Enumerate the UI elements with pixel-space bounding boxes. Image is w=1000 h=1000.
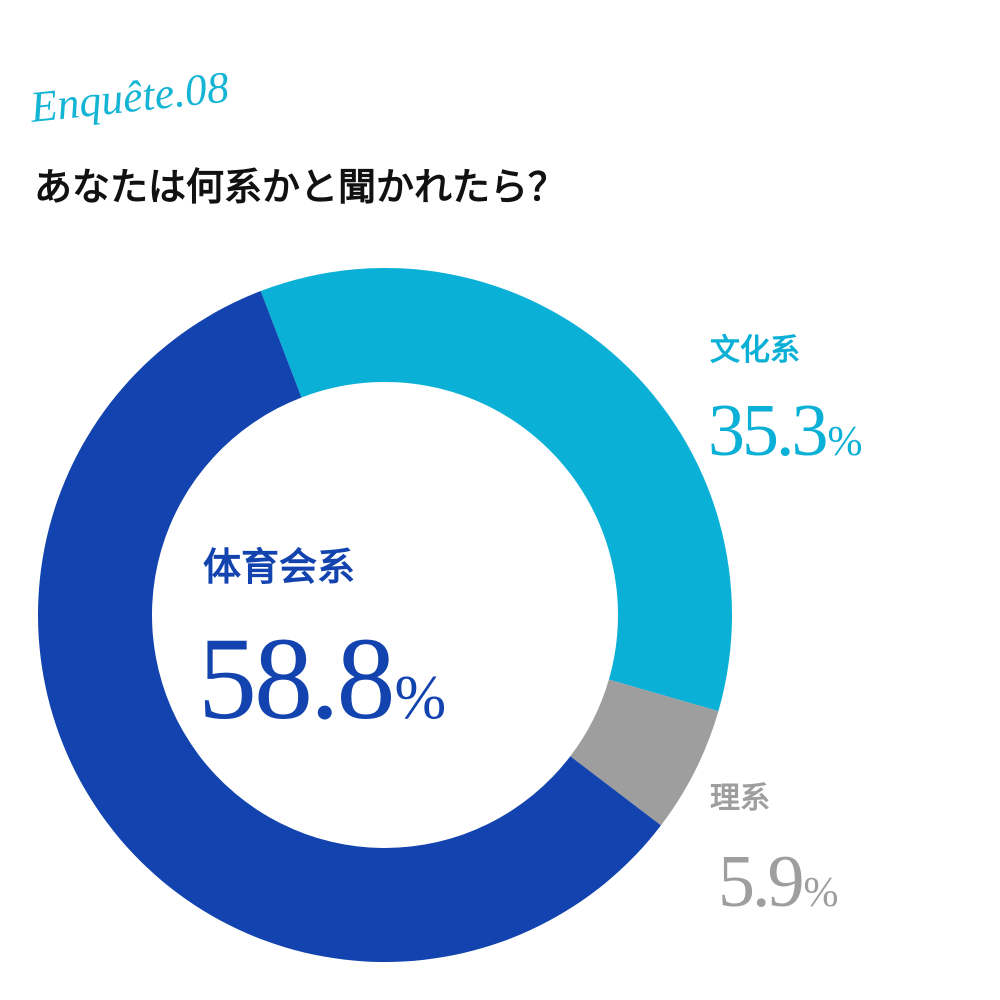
donut-segment (260, 267, 733, 712)
category-label: 理系 (710, 781, 770, 816)
value-label: 35.3 (708, 390, 827, 472)
value-label: 5.9 (718, 841, 802, 923)
kicker: Enquête.08 (27, 62, 231, 132)
unit-label: % (395, 664, 447, 732)
unit-label: % (804, 870, 839, 916)
donut-segment (570, 679, 719, 826)
value-label: 58.8 (198, 613, 393, 744)
unit-label: % (828, 419, 863, 465)
chart-title: あなたは何系かと聞かれたら？ (34, 165, 566, 209)
donut-segment (37, 291, 661, 962)
category-label: 文化系 (710, 333, 800, 368)
category-label: 体育会系 (203, 545, 355, 589)
